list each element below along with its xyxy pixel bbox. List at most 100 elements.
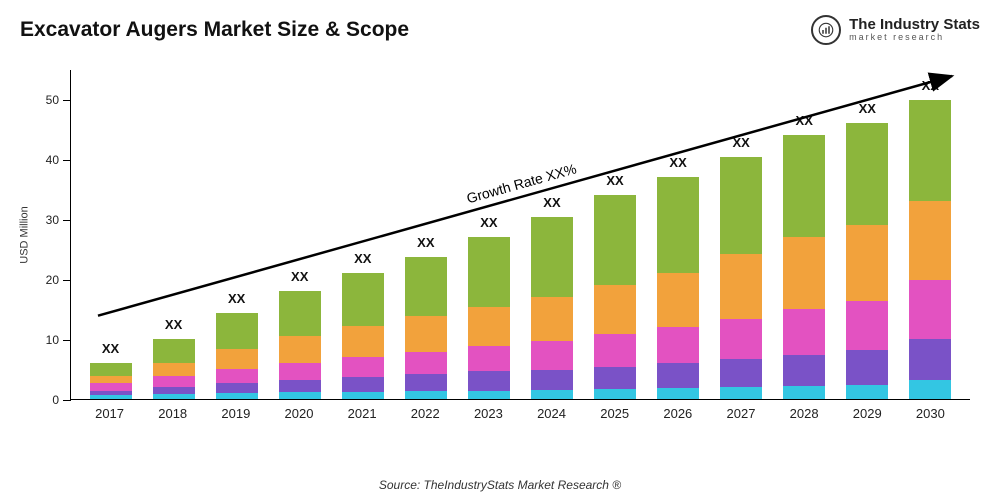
- bar-value-label: XX: [594, 173, 636, 188]
- gear-icon: [817, 21, 835, 39]
- bar-segment: [909, 380, 951, 399]
- bar-segment: [720, 157, 762, 254]
- bar-segment: [153, 339, 195, 363]
- bar-segment: [216, 313, 258, 349]
- y-tick-label: 10: [46, 333, 59, 347]
- bar-segment: [90, 376, 132, 383]
- bar-stack: [468, 237, 510, 399]
- bar-segment: [405, 257, 447, 316]
- bar-segment: [720, 319, 762, 360]
- bar-value-label: XX: [531, 195, 573, 210]
- bar-segment: [657, 177, 699, 273]
- x-tick-label: 2027: [720, 400, 762, 430]
- bar-segment: [216, 393, 258, 399]
- bar-column: XX: [342, 273, 384, 399]
- y-tick: [63, 340, 71, 341]
- bar-segment: [594, 195, 636, 285]
- bar-segment: [405, 374, 447, 391]
- y-tick: [63, 100, 71, 101]
- x-tick-label: 2029: [846, 400, 888, 430]
- bar-segment: [594, 367, 636, 390]
- bar-segment: [909, 280, 951, 339]
- x-tick-label: 2030: [909, 400, 951, 430]
- bar-segment: [594, 285, 636, 334]
- bar-segment: [153, 363, 195, 376]
- bar-value-label: XX: [90, 341, 132, 356]
- bar-stack: [846, 123, 888, 399]
- bar-segment: [216, 349, 258, 369]
- x-axis-labels: 2017201820192020202120222023202420252026…: [70, 400, 970, 430]
- bar-segment: [90, 363, 132, 376]
- bar-stack: [405, 257, 447, 399]
- bar-segment: [783, 237, 825, 309]
- bar-segment: [468, 307, 510, 347]
- y-tick: [63, 220, 71, 221]
- bar-segment: [657, 388, 699, 399]
- y-tick: [63, 160, 71, 161]
- bar-segment: [342, 273, 384, 326]
- bar-segment: [909, 339, 951, 380]
- bar-segment: [468, 371, 510, 390]
- bar-segment: [531, 390, 573, 399]
- bar-value-label: XX: [405, 235, 447, 250]
- bar-segment: [279, 392, 321, 399]
- bar-segment: [279, 363, 321, 380]
- logo-main-text: The Industry Stats: [849, 17, 980, 33]
- bar-value-label: XX: [846, 101, 888, 116]
- x-tick-label: 2018: [152, 400, 194, 430]
- bar-segment: [531, 370, 573, 390]
- y-tick-label: 40: [46, 153, 59, 167]
- y-tick-label: 0: [52, 393, 59, 407]
- bar-stack: [783, 135, 825, 399]
- x-tick-label: 2020: [278, 400, 320, 430]
- bar-segment: [594, 389, 636, 399]
- bar-column: XX: [594, 195, 636, 399]
- bar-segment: [846, 350, 888, 385]
- bar-value-label: XX: [909, 78, 951, 93]
- bar-segment: [909, 100, 951, 201]
- bar-value-label: XX: [216, 291, 258, 306]
- bar-segment: [342, 326, 384, 357]
- bar-segment: [342, 377, 384, 391]
- bar-stack: [216, 313, 258, 399]
- bar-segment: [468, 346, 510, 371]
- bar-segment: [279, 291, 321, 336]
- bar-segment: [846, 123, 888, 225]
- bar-value-label: XX: [783, 113, 825, 128]
- x-tick-label: 2017: [89, 400, 131, 430]
- bar-segment: [657, 363, 699, 388]
- bar-value-label: XX: [720, 135, 762, 150]
- y-tick-label: 50: [46, 93, 59, 107]
- bar-segment: [468, 391, 510, 399]
- bar-segment: [720, 387, 762, 399]
- bar-segment: [405, 316, 447, 351]
- logo-sub-text: market research: [849, 33, 980, 42]
- x-tick-label: 2026: [657, 400, 699, 430]
- bar-segment: [846, 385, 888, 399]
- bar-column: XX: [657, 177, 699, 399]
- bar-stack: [153, 339, 195, 399]
- bar-segment: [783, 135, 825, 237]
- x-tick-label: 2028: [783, 400, 825, 430]
- bar-column: XX: [531, 217, 573, 399]
- bar-stack: [531, 217, 573, 399]
- bar-stack: [594, 195, 636, 399]
- bar-segment: [783, 386, 825, 399]
- bar-segment: [846, 301, 888, 350]
- bar-column: XX: [405, 257, 447, 399]
- bar-value-label: XX: [342, 251, 384, 266]
- x-tick-label: 2025: [594, 400, 636, 430]
- bar-segment: [342, 392, 384, 399]
- bar-value-label: XX: [153, 317, 195, 332]
- x-tick-label: 2023: [467, 400, 509, 430]
- bar-segment: [216, 369, 258, 383]
- x-tick-label: 2019: [215, 400, 257, 430]
- bar-segment: [279, 336, 321, 363]
- bar-stack: [342, 273, 384, 399]
- y-tick-label: 30: [46, 213, 59, 227]
- x-tick-label: 2024: [531, 400, 573, 430]
- chart-title: Excavator Augers Market Size & Scope: [20, 18, 409, 42]
- bar-segment: [405, 391, 447, 399]
- x-tick-label: 2022: [404, 400, 446, 430]
- bar-segment: [468, 237, 510, 307]
